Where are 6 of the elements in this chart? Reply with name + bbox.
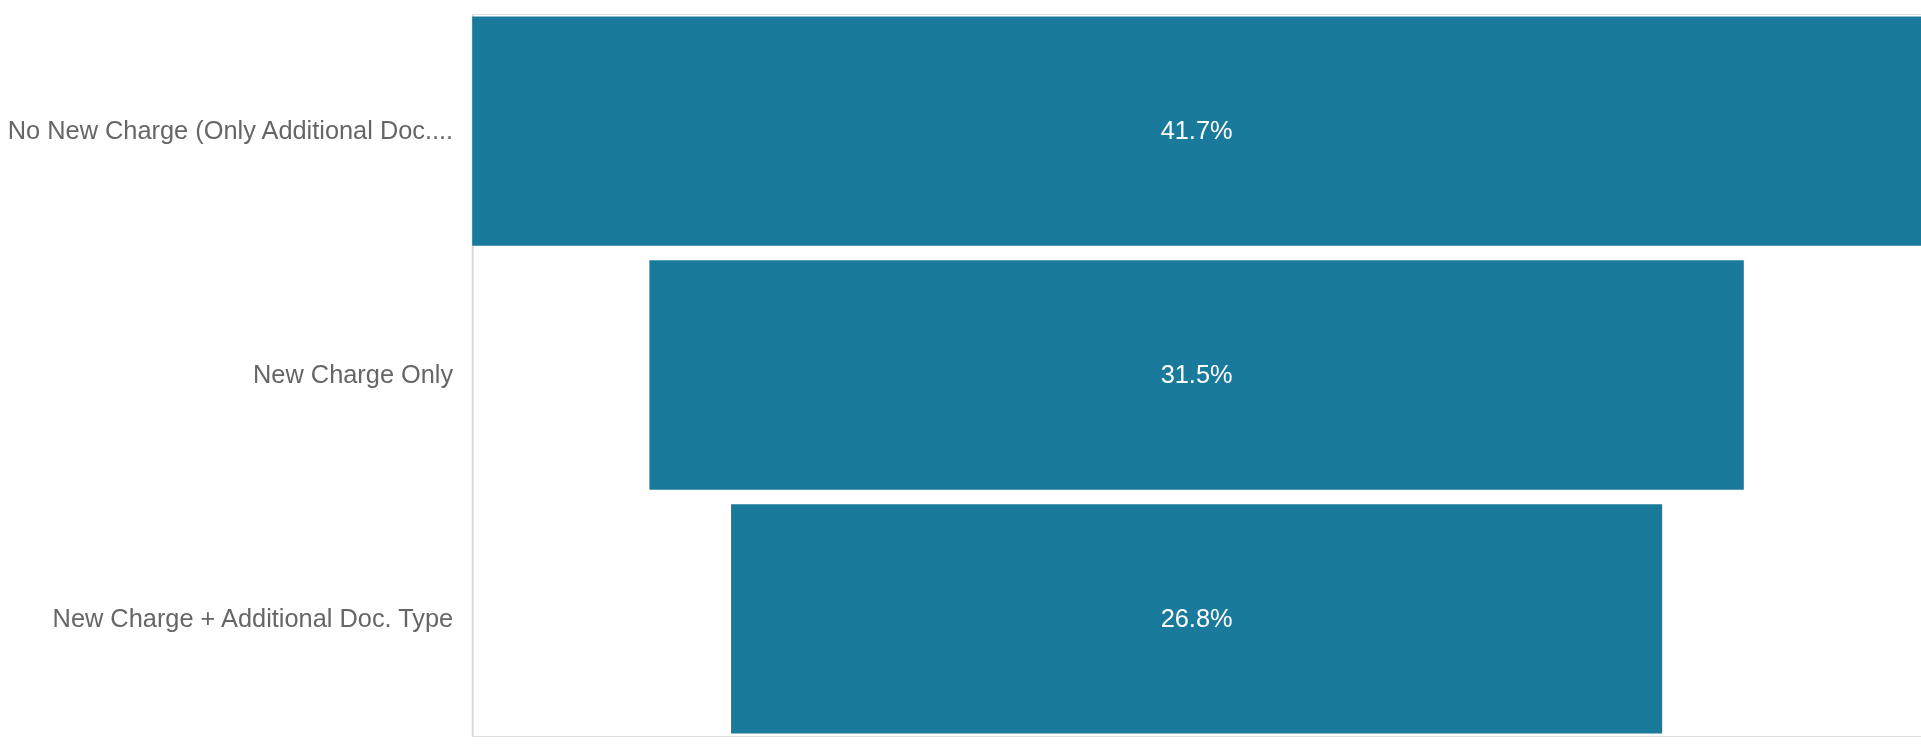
category-label: New Charge + Additional Doc. Type <box>52 603 454 632</box>
data-label: 31.5% <box>1160 359 1233 388</box>
category-label: New Charge Only <box>253 359 454 388</box>
data-label: 41.7% <box>1160 115 1233 144</box>
category-label: No New Charge (Only Additional Doc.... <box>7 115 454 144</box>
data-label: 26.8% <box>1160 603 1233 632</box>
